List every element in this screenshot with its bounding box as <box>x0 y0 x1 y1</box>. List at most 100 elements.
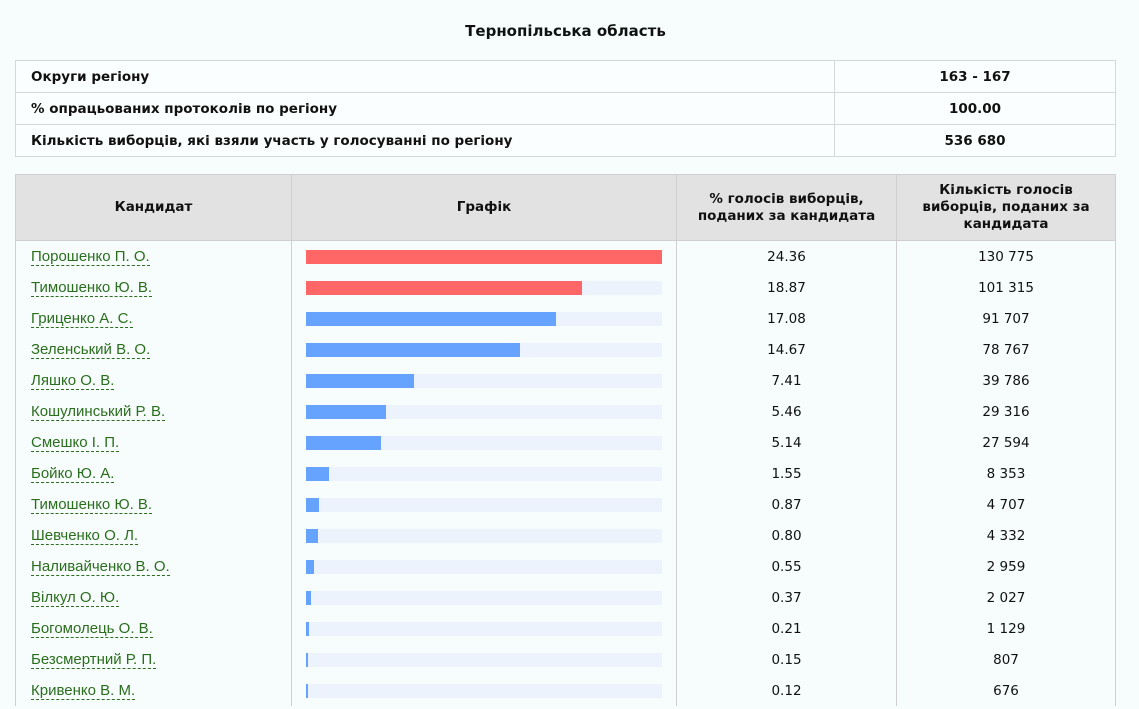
percent-cell: 0.21 <box>676 613 897 644</box>
votes-cell: 39 786 <box>896 365 1116 396</box>
candidate-cell: Наливайченко В. О. <box>15 551 292 582</box>
percent-cell: 5.46 <box>676 396 897 427</box>
bar <box>306 435 382 450</box>
bar <box>306 683 308 698</box>
chart-cell <box>291 675 677 706</box>
bar <box>306 528 318 543</box>
bar-track <box>306 528 662 543</box>
candidate-link[interactable]: Кривенко В. М. <box>31 682 136 700</box>
votes-cell: 2 027 <box>896 582 1116 613</box>
bar-track <box>306 559 662 574</box>
candidate-link[interactable]: Зеленський В. О. <box>31 341 151 359</box>
bar <box>306 559 315 574</box>
bar <box>306 404 386 419</box>
votes-cell: 101 315 <box>896 272 1116 303</box>
chart-cell <box>291 240 677 272</box>
table-row: Богомолець О. В. 0.21 1 129 <box>15 613 1116 644</box>
candidate-link[interactable]: Тимошенко Ю. В. <box>31 496 153 514</box>
bar-track <box>306 404 662 419</box>
percent-cell: 14.67 <box>676 334 897 365</box>
table-row: Кривенко В. М. 0.12 676 <box>15 675 1116 706</box>
chart-cell <box>291 272 677 303</box>
candidate-cell: Бойко Ю. А. <box>15 458 292 489</box>
chart-cell <box>291 334 677 365</box>
chart-cell <box>291 582 677 613</box>
bar-track <box>306 466 662 481</box>
candidate-link[interactable]: Богомолець О. В. <box>31 620 153 638</box>
bar <box>306 652 309 667</box>
bar-track <box>306 621 662 636</box>
votes-cell: 130 775 <box>896 240 1116 272</box>
chart-cell <box>291 551 677 582</box>
candidate-link[interactable]: Кошулинський Р. В. <box>31 403 166 421</box>
votes-cell: 4 332 <box>896 520 1116 551</box>
candidate-cell: Богомолець О. В. <box>15 613 292 644</box>
candidate-link[interactable]: Шевченко О. Л. <box>31 527 139 545</box>
candidate-link[interactable]: Гриценко А. С. <box>31 310 133 328</box>
percent-cell: 7.41 <box>676 365 897 396</box>
candidate-link[interactable]: Тимошенко Ю. В. <box>31 279 153 297</box>
candidate-cell: Безсмертний Р. П. <box>15 644 292 675</box>
table-row: Ляшко О. В. 7.41 39 786 <box>15 365 1116 396</box>
votes-cell: 676 <box>896 675 1116 706</box>
bar-track <box>306 652 662 667</box>
candidate-link[interactable]: Вілкул О. Ю. <box>31 589 120 607</box>
chart-cell <box>291 520 677 551</box>
chart-cell <box>291 396 677 427</box>
bar <box>306 280 582 295</box>
bar <box>306 249 662 264</box>
votes-cell: 1 129 <box>896 613 1116 644</box>
percent-cell: 0.37 <box>676 582 897 613</box>
votes-cell: 27 594 <box>896 427 1116 458</box>
candidate-cell: Порошенко П. О. <box>15 240 292 272</box>
table-row: Шевченко О. Л. 0.80 4 332 <box>15 520 1116 551</box>
region-info-table: Округи регіону 163 - 167 % опрацьованих п… <box>15 60 1116 157</box>
candidate-link[interactable]: Ляшко О. В. <box>31 372 115 390</box>
info-row: % опрацьованих протоколів по регіону 100.… <box>15 92 1116 125</box>
bar-track <box>306 280 662 295</box>
votes-cell: 29 316 <box>896 396 1116 427</box>
table-row: Бойко Ю. А. 1.55 8 353 <box>15 458 1116 489</box>
bar-track <box>306 342 662 357</box>
header-candidate: Кандидат <box>15 174 292 241</box>
info-value: 163 - 167 <box>834 60 1116 93</box>
table-row: Вілкул О. Ю. 0.37 2 027 <box>15 582 1116 613</box>
candidate-cell: Вілкул О. Ю. <box>15 582 292 613</box>
candidate-link[interactable]: Бойко Ю. А. <box>31 465 115 483</box>
candidate-cell: Гриценко А. С. <box>15 303 292 334</box>
votes-cell: 807 <box>896 644 1116 675</box>
bar-track <box>306 590 662 605</box>
bar <box>306 466 329 481</box>
percent-cell: 1.55 <box>676 458 897 489</box>
votes-cell: 4 707 <box>896 489 1116 520</box>
bar-track <box>306 435 662 450</box>
bar <box>306 311 556 326</box>
chart-cell <box>291 365 677 396</box>
bar <box>306 590 312 605</box>
chart-cell <box>291 613 677 644</box>
candidate-cell: Зеленський В. О. <box>15 334 292 365</box>
candidate-link[interactable]: Смешко І. П. <box>31 434 120 452</box>
bar-track <box>306 497 662 512</box>
candidate-link[interactable]: Наливайченко В. О. <box>31 558 170 576</box>
bar <box>306 342 521 357</box>
table-row: Порошенко П. О. 24.36 130 775 <box>15 240 1116 272</box>
page-title: Тернопільська область <box>465 22 666 40</box>
candidate-link[interactable]: Безсмертний Р. П. <box>31 651 157 669</box>
bar <box>306 497 319 512</box>
table-row: Безсмертний Р. П. 0.15 807 <box>15 644 1116 675</box>
bar <box>306 621 310 636</box>
table-row: Тимошенко Ю. В. 0.87 4 707 <box>15 489 1116 520</box>
percent-cell: 0.12 <box>676 675 897 706</box>
table-row: Тимошенко Ю. В. 18.87 101 315 <box>15 272 1116 303</box>
header-percent: % голосів виборців, поданих за кандидата <box>676 174 897 241</box>
info-value: 100.00 <box>834 92 1116 125</box>
table-row: Гриценко А. С. 17.08 91 707 <box>15 303 1116 334</box>
candidate-link[interactable]: Порошенко П. О. <box>31 248 150 266</box>
results-table: Кандидат Графік % голосів виборців, пода… <box>15 174 1116 706</box>
percent-cell: 0.15 <box>676 644 897 675</box>
info-row: Округи регіону 163 - 167 <box>15 60 1116 93</box>
chart-cell <box>291 427 677 458</box>
percent-cell: 0.55 <box>676 551 897 582</box>
candidate-cell: Кошулинський Р. В. <box>15 396 292 427</box>
